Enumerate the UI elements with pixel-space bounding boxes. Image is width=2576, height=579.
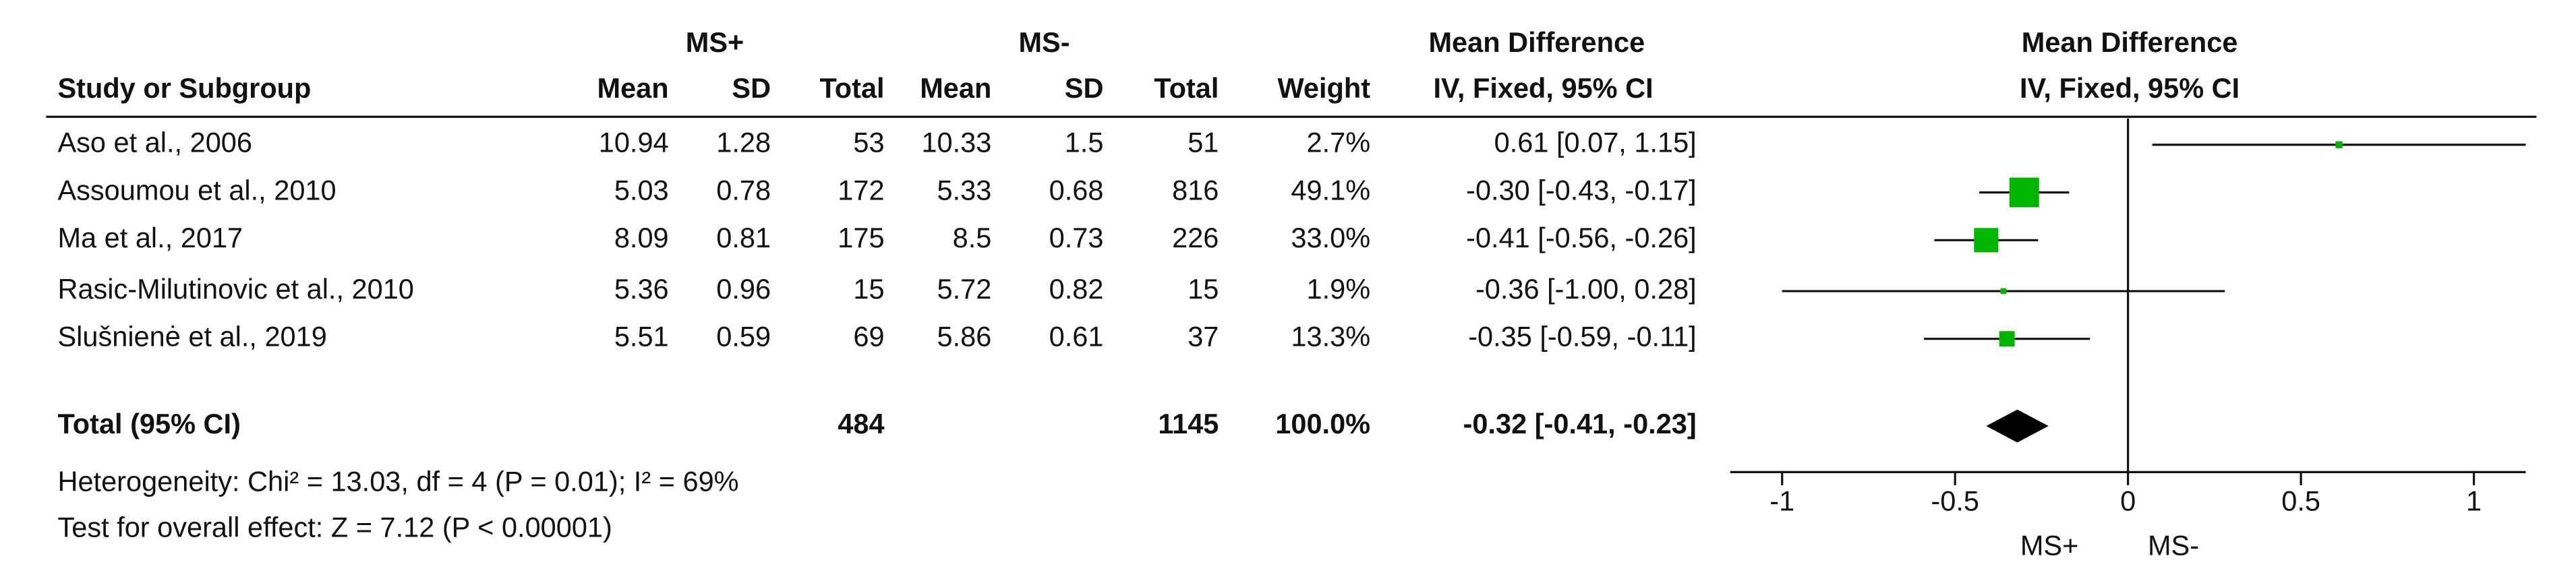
table-cell: 0.68	[1049, 175, 1104, 206]
table-cell: 0.82	[1049, 273, 1104, 305]
effect-ci: -0.36 [-1.00, 0.28]	[1475, 273, 1697, 305]
column-header: SD	[732, 72, 771, 104]
column-header: Mean	[597, 72, 668, 104]
x-tick-label: 0	[2120, 485, 2136, 517]
table-cell: 37	[1188, 321, 1219, 353]
effect-square	[2009, 177, 2039, 208]
table-cell: 1.5	[1065, 127, 1104, 158]
footnote: Test for overall effect: Z = 7.12 (P < 0…	[57, 512, 612, 543]
table-cell: 5.36	[614, 273, 669, 305]
footnote: Heterogeneity: Chi² = 13.03, df = 4 (P =…	[57, 465, 738, 497]
effect-square	[1974, 228, 1999, 253]
x-tick-label: -0.5	[1931, 485, 1979, 517]
group-header: MS+	[686, 26, 744, 58]
column-header: Weight	[1278, 72, 1371, 104]
study-name: Rasic-Milutinovic et al., 2010	[57, 273, 413, 305]
total-weight: 100.0%	[1275, 408, 1370, 439]
x-tick-label: -1	[1769, 485, 1794, 517]
effect-ci: -0.41 [-0.56, -0.26]	[1466, 222, 1697, 253]
table-cell: 5.33	[937, 175, 992, 206]
total-n: 484	[838, 408, 884, 439]
effect-subheader: IV, Fixed, 95% CI	[1434, 72, 1653, 104]
effect-header: Mean Difference	[1428, 26, 1645, 58]
study-name: Slušnienė et al., 2019	[57, 321, 326, 353]
table-cell: 10.94	[599, 127, 669, 158]
table-cell: 0.96	[716, 273, 771, 305]
table-cell: 5.51	[614, 321, 669, 353]
table-cell: 5.03	[614, 175, 669, 206]
table-cell: 69	[853, 321, 884, 353]
plot-subheader: IV, Fixed, 95% CI	[2020, 72, 2240, 104]
effect-ci: -0.35 [-0.59, -0.11]	[1468, 321, 1696, 353]
effect-square	[1999, 331, 2015, 347]
column-header: Total	[1154, 72, 1219, 104]
table-cell: 0.81	[716, 222, 771, 253]
column-header: Mean	[920, 72, 991, 104]
weight: 49.1%	[1291, 175, 1370, 206]
table-cell: 15	[1188, 273, 1219, 305]
column-header: SD	[1065, 72, 1104, 104]
effect-square	[2000, 288, 2007, 295]
table-cell: 816	[1172, 175, 1219, 206]
table-cell: 8.5	[953, 222, 992, 253]
study-name: Ma et al., 2017	[57, 222, 243, 253]
table-cell: 0.59	[716, 321, 771, 353]
x-tick-label: 1	[2466, 485, 2482, 517]
group-header: MS-	[1018, 26, 1070, 58]
table-cell: 53	[853, 127, 884, 158]
table-cell: 10.33	[921, 127, 991, 158]
table-cell: 1.28	[716, 127, 771, 158]
effect-ci: 0.61 [0.07, 1.15]	[1494, 127, 1697, 158]
table-cell: 0.73	[1049, 222, 1104, 253]
total-n: 1145	[1158, 408, 1219, 439]
table-cell: 0.78	[716, 175, 771, 206]
study-name: Assoumou et al., 2010	[57, 175, 336, 206]
column-header: Study or Subgroup	[57, 72, 311, 104]
weight: 1.9%	[1306, 273, 1370, 305]
table-cell: 51	[1188, 127, 1219, 158]
table-cell: 8.09	[614, 222, 669, 253]
study-name: Aso et al., 2006	[57, 127, 252, 158]
effect-square	[2335, 141, 2343, 148]
column-header: Total	[819, 72, 884, 104]
total-diamond	[1986, 409, 2049, 443]
table-cell: 172	[838, 175, 884, 206]
table-cell: 5.72	[937, 273, 992, 305]
table-cell: 15	[853, 273, 884, 305]
x-tick-label: 0.5	[2281, 485, 2320, 517]
plot-header: Mean Difference	[2022, 26, 2238, 58]
total-ci: -0.32 [-0.41, -0.23]	[1463, 408, 1697, 439]
weight: 2.7%	[1306, 127, 1370, 158]
table-cell: 175	[838, 222, 884, 253]
table-cell: 5.86	[937, 321, 992, 353]
weight: 33.0%	[1291, 222, 1370, 253]
table-cell: 226	[1172, 222, 1219, 253]
effect-ci: -0.30 [-0.43, -0.17]	[1466, 175, 1697, 206]
axis-label: MS+	[2020, 530, 2079, 561]
table-cell: 0.61	[1049, 321, 1104, 353]
total-label: Total (95% CI)	[57, 408, 240, 439]
axis-label: MS-	[2148, 530, 2199, 561]
weight: 13.3%	[1291, 321, 1370, 353]
